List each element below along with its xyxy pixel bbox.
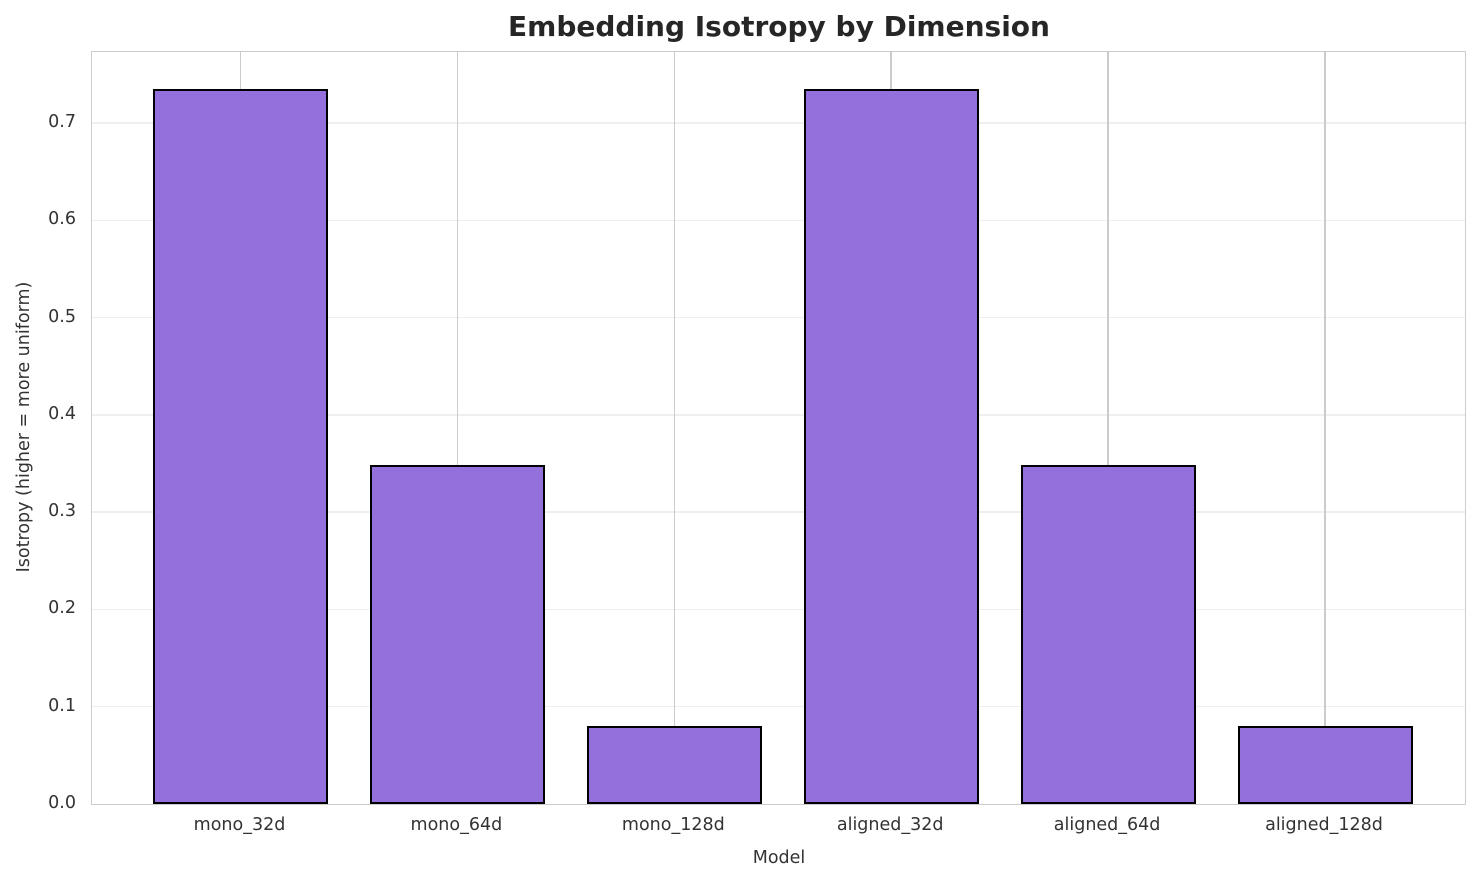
h-gridline <box>92 414 1465 416</box>
y-tick-label: 0.1 <box>48 695 76 716</box>
y-tick-label: 0.7 <box>48 112 76 133</box>
x-axis-label: Model <box>752 848 806 868</box>
x-tick-label: mono_128d <box>621 815 725 835</box>
bar-mono_64d <box>369 465 545 804</box>
y-tick-label: 0.5 <box>48 306 76 327</box>
x-tick-label: aligned_128d <box>1265 815 1383 835</box>
h-gridline <box>92 219 1465 222</box>
h-gridline <box>92 608 1465 611</box>
y-tick-label: 0.3 <box>48 501 76 522</box>
y-tick-label: 0.6 <box>48 209 76 230</box>
x-tick-label: mono_64d <box>410 815 503 835</box>
x-tick-label: aligned_64d <box>1053 815 1161 835</box>
bar-aligned_32d <box>803 88 979 804</box>
h-gridline <box>92 316 1465 319</box>
bar-aligned_64d <box>1020 465 1196 804</box>
bar-mono_32d <box>153 88 328 804</box>
v-gridline <box>1107 52 1109 804</box>
h-gridline <box>92 511 1465 513</box>
bar-aligned_128d <box>1237 726 1413 804</box>
x-tick-label: mono_32d <box>193 815 286 835</box>
h-gridline <box>92 705 1465 708</box>
x-tick-label: aligned_32d <box>836 815 944 835</box>
plot-area <box>91 51 1466 805</box>
y-tick-label: 0.2 <box>48 598 76 619</box>
chart-title: Embedding Isotropy by Dimension <box>508 10 1050 43</box>
y-tick-label: 0.4 <box>48 403 76 424</box>
h-gridline <box>92 122 1465 124</box>
bar-mono_128d <box>586 726 762 804</box>
y-tick-label: 0.0 <box>48 793 76 813</box>
v-gridline <box>673 52 676 804</box>
v-gridline <box>1324 52 1326 804</box>
v-gridline <box>456 52 459 804</box>
